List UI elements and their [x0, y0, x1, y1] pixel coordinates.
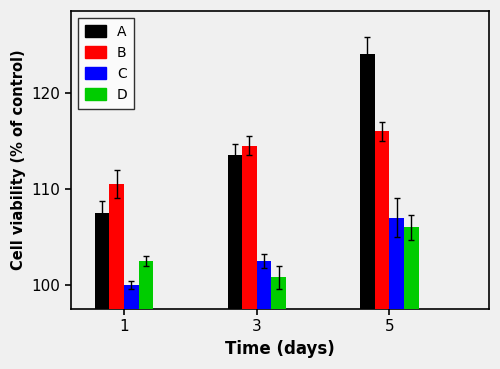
Bar: [375, 131, 390, 369]
Bar: [110, 184, 124, 369]
Legend: A, B, C, D: A, B, C, D: [78, 18, 134, 109]
Bar: [242, 146, 256, 369]
Bar: [124, 285, 138, 369]
Bar: [390, 218, 404, 369]
Bar: [95, 213, 110, 369]
Bar: [256, 261, 272, 369]
X-axis label: Time (days): Time (days): [225, 340, 335, 358]
Bar: [404, 227, 418, 369]
Bar: [138, 261, 153, 369]
Y-axis label: Cell viability (% of control): Cell viability (% of control): [11, 50, 26, 270]
Bar: [272, 277, 286, 369]
Bar: [228, 155, 242, 369]
Bar: [360, 54, 375, 369]
